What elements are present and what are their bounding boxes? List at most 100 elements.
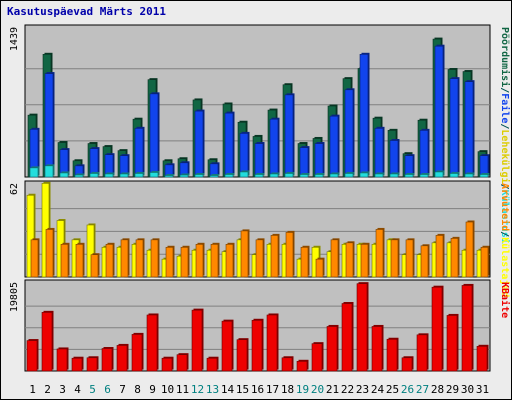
bar-visitors-5-face <box>86 224 95 278</box>
bar-kbytes-30-face <box>461 285 473 372</box>
bar-computers-9 <box>150 238 160 278</box>
bar-computers-13-face <box>210 243 219 278</box>
bar-computers-14 <box>225 242 235 278</box>
x-tick-26: 26 <box>401 383 414 396</box>
bar-kbytes-7 <box>116 343 129 372</box>
bar-visits-21-face <box>329 173 339 178</box>
bar-computers-5-face <box>90 254 99 278</box>
bar-computers-14-face <box>225 243 234 278</box>
bar-kbytes-4-face <box>71 357 83 372</box>
bar-kbytes-29 <box>446 313 459 372</box>
bar-files-20 <box>314 142 325 178</box>
bar-visits-23-face <box>359 172 369 178</box>
bar-kbytes-3-face <box>56 348 68 372</box>
bar-computers-29-face <box>450 238 459 278</box>
bar-kbytes-24 <box>371 324 384 372</box>
x-tick-18: 18 <box>281 383 294 396</box>
bar-visits-28 <box>434 170 445 178</box>
bar-visits-19-face <box>299 174 309 178</box>
bar-visits-7-face <box>119 173 129 178</box>
bar-visits-18 <box>284 171 295 178</box>
bar-visits-10-shadow <box>166 173 175 176</box>
bar-visits-22 <box>344 171 355 178</box>
bar-files-8 <box>134 126 145 178</box>
bar-files-18 <box>284 93 295 178</box>
bar-kbytes-11-face <box>176 354 188 372</box>
bar-visits-1-face <box>29 167 39 178</box>
x-tick-2: 2 <box>44 383 51 396</box>
bar-kbytes-19 <box>296 359 309 372</box>
panel-top-legend: Pöördumisi/Faile/Lehekülgi/Külastusi <box>499 27 511 244</box>
bar-kbytes-13 <box>206 356 219 372</box>
bar-visits-13-face <box>209 175 219 178</box>
bar-computers-4 <box>75 242 85 278</box>
bar-kbytes-14 <box>221 319 234 372</box>
bar-visits-6-face <box>104 173 114 178</box>
bar-visits-4-shadow <box>76 173 85 176</box>
bar-kbytes-22-face <box>341 303 353 372</box>
bar-computers-18-face <box>285 232 294 278</box>
x-tick-24: 24 <box>371 383 385 396</box>
bar-visits-8-face <box>134 173 144 178</box>
bar-files-14-face <box>224 112 234 178</box>
bar-computers-27 <box>420 244 430 278</box>
panel-bottom-ymax-label: 19805 <box>9 282 20 312</box>
bar-kbytes-31 <box>476 344 489 372</box>
bar-computers-10-face <box>165 246 174 278</box>
bar-visits-5-face <box>89 173 99 178</box>
bar-visits-16 <box>254 172 265 178</box>
bar-computers-1 <box>30 238 40 278</box>
bar-visits-12 <box>194 172 205 178</box>
x-tick-5: 5 <box>89 383 96 396</box>
bar-computers-19-face <box>300 246 309 278</box>
x-tick-29: 29 <box>446 383 459 396</box>
bar-files-19 <box>299 146 310 178</box>
bar-files-23-face <box>359 54 369 178</box>
bar-kbytes-7-face <box>116 345 128 372</box>
bar-kbytes-1 <box>26 339 39 372</box>
bar-computers-12-face <box>195 243 204 278</box>
bar-files-9 <box>149 92 160 178</box>
x-tick-23: 23 <box>356 383 369 396</box>
bar-files-9-face <box>149 93 159 178</box>
x-tick-27: 27 <box>416 383 429 396</box>
x-tick-20: 20 <box>311 383 324 396</box>
x-tick-8: 8 <box>134 383 141 396</box>
bar-visits-13 <box>209 173 220 178</box>
x-tick-6: 6 <box>104 383 111 396</box>
bar-kbytes-9-face <box>146 314 158 372</box>
bar-visits-26 <box>404 172 415 178</box>
bar-computers-8 <box>135 238 145 278</box>
bar-kbytes-10 <box>161 356 174 372</box>
x-tick-12: 12 <box>191 383 204 396</box>
bar-visits-20 <box>314 172 325 178</box>
bar-kbytes-22 <box>341 302 354 372</box>
bar-kbytes-26 <box>401 356 414 372</box>
bar-visits-25-face <box>389 173 399 178</box>
bar-computers-28-face <box>435 235 444 278</box>
bar-files-24 <box>374 126 385 178</box>
bar-visits-14-face <box>224 174 234 178</box>
bar-visitors-5 <box>86 223 96 278</box>
x-tick-28: 28 <box>431 383 444 396</box>
panel-middle-ymax-label: 62 <box>9 183 20 195</box>
bar-visits-2 <box>44 164 55 178</box>
bar-visits-28-face <box>434 171 444 178</box>
bar-kbytes-9 <box>146 313 159 372</box>
bar-computers-30-face <box>465 221 474 278</box>
bar-computers-7-face <box>120 239 129 278</box>
bar-computers-22 <box>345 241 355 278</box>
x-tick-17: 17 <box>266 383 279 396</box>
bar-computers-8-face <box>135 239 144 278</box>
bar-computers-16 <box>255 238 265 278</box>
bar-visits-19 <box>299 172 310 178</box>
bar-computers-6 <box>105 242 115 278</box>
bar-files-21 <box>329 114 340 178</box>
bar-kbytes-2 <box>41 310 54 372</box>
bar-kbytes-15 <box>236 338 249 372</box>
bar-computers-26 <box>405 238 415 278</box>
bar-visits-30-face <box>464 173 474 178</box>
bar-kbytes-28-face <box>431 286 443 372</box>
bar-kbytes-19-face <box>296 360 308 372</box>
bar-files-15 <box>239 131 250 178</box>
